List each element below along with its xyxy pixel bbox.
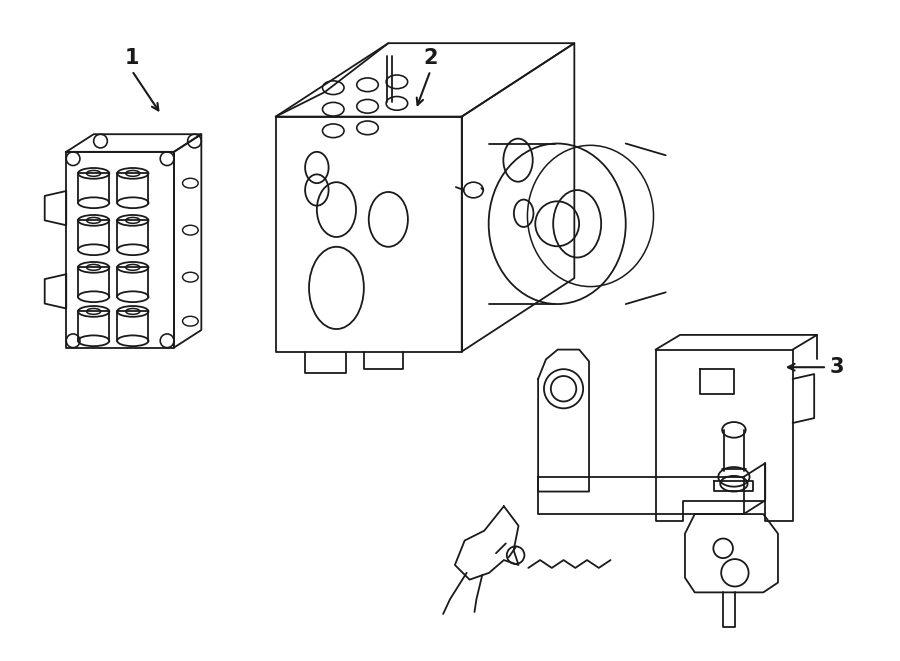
Text: 2: 2 (423, 48, 437, 68)
Text: 3: 3 (830, 357, 844, 377)
Text: 1: 1 (124, 48, 140, 68)
